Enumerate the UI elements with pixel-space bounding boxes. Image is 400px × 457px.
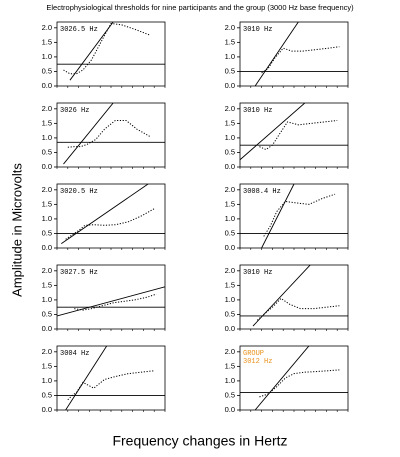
fit-line (57, 286, 165, 317)
y-tick-label: 0.0 (42, 243, 52, 252)
fit-line (254, 346, 310, 410)
x-axis-label: Frequency changes in Hertz (112, 433, 287, 449)
fit-line (254, 22, 299, 86)
y-tick-label: 0.0 (225, 324, 235, 333)
y-tick-label: 0.0 (225, 81, 235, 90)
y-tick-label: 1.0 (225, 52, 235, 61)
fit-line (61, 184, 149, 245)
y-tick-label: 2.0 (225, 266, 235, 275)
y-tick-label: 0.0 (225, 162, 235, 171)
panel-label: 3027.5 Hz (60, 269, 98, 277)
y-tick-label: 2.0 (225, 104, 235, 113)
plot-content (57, 346, 165, 410)
y-tick-label: 2.0 (225, 185, 235, 194)
y-tick-label: 1.0 (42, 214, 52, 223)
panel-label: 3008.4 Hz (243, 188, 281, 196)
y-tick-label: 0.0 (42, 405, 52, 414)
data-line (259, 119, 338, 151)
plot-content (57, 22, 165, 81)
panel-label: 3004 Hz (60, 350, 89, 358)
plot-content (240, 22, 348, 86)
y-tick-label: 0.5 (42, 228, 52, 237)
panel-label: GROUP (243, 350, 264, 358)
data-line (259, 369, 340, 398)
panel-label: 3026 Hz (60, 107, 89, 115)
data-line (263, 193, 336, 237)
plot-content (57, 286, 165, 317)
y-tick-label: 1.5 (225, 199, 235, 208)
y-tick-label: 1.5 (42, 37, 52, 46)
panel-label: 3026.5 Hz (60, 26, 98, 34)
y-tick-label: 1.0 (42, 133, 52, 142)
data-line (65, 208, 155, 240)
y-tick-label: 0.5 (42, 309, 52, 318)
y-tick-label: 1.5 (42, 199, 52, 208)
y-tick-label: 0.5 (225, 147, 235, 156)
data-line (67, 119, 151, 148)
y-tick-label: 2.0 (42, 23, 52, 32)
y-tick-label: 1.5 (42, 118, 52, 127)
y-tick-label: 2.0 (225, 23, 235, 32)
y-tick-label: 0.5 (225, 390, 235, 399)
y-tick-label: 1.0 (225, 214, 235, 223)
y-axis-label: Amplitude in Microvolts (9, 163, 24, 297)
fit-line (65, 346, 108, 410)
panel-label: 3020.5 Hz (60, 188, 98, 196)
fit-line (63, 103, 114, 165)
fit-line (252, 265, 311, 327)
y-tick-label: 1.5 (42, 361, 52, 370)
y-tick-label: 0.5 (42, 66, 52, 75)
panel-sublabel: 3012 Hz (243, 358, 272, 366)
y-tick-label: 1.0 (225, 295, 235, 304)
y-tick-label: 0.0 (225, 243, 235, 252)
y-tick-label: 0.5 (225, 66, 235, 75)
y-tick-label: 0.0 (42, 324, 52, 333)
y-tick-label: 1.0 (42, 376, 52, 385)
plot-content (240, 265, 348, 327)
data-line (256, 297, 340, 321)
panel-label: 3010 Hz (243, 26, 272, 34)
y-tick-label: 1.0 (42, 295, 52, 304)
y-tick-label: 1.5 (225, 280, 235, 289)
data-line (261, 46, 340, 74)
fit-line (69, 22, 114, 81)
y-tick-label: 0.5 (225, 309, 235, 318)
data-line (67, 370, 155, 401)
panel-label: 3010 Hz (243, 107, 272, 115)
y-tick-label: 0.0 (42, 162, 52, 171)
plot-content (240, 346, 348, 410)
fit-line (240, 103, 306, 161)
y-tick-label: 0.5 (42, 390, 52, 399)
y-tick-label: 0.0 (42, 81, 52, 90)
y-tick-label: 2.0 (42, 185, 52, 194)
chart-title: Electrophysiological thresholds for nine… (46, 3, 354, 12)
y-tick-label: 2.0 (42, 104, 52, 113)
plot-content (240, 103, 348, 161)
y-tick-label: 1.5 (225, 361, 235, 370)
y-tick-label: 1.5 (42, 280, 52, 289)
y-tick-label: 1.5 (225, 37, 235, 46)
y-tick-label: 1.0 (42, 52, 52, 61)
y-tick-label: 1.0 (225, 133, 235, 142)
y-tick-label: 2.0 (42, 347, 52, 356)
y-tick-label: 2.0 (42, 266, 52, 275)
y-tick-label: 0.5 (42, 147, 52, 156)
y-tick-label: 2.0 (225, 347, 235, 356)
y-tick-label: 1.5 (225, 118, 235, 127)
panel-label: 3010 Hz (243, 269, 272, 277)
data-line (74, 293, 157, 311)
y-tick-label: 1.0 (225, 376, 235, 385)
fit-line (261, 184, 295, 248)
plot-content (240, 184, 348, 248)
y-tick-label: 0.0 (225, 405, 235, 414)
y-tick-label: 0.5 (225, 228, 235, 237)
plot-content (57, 184, 165, 245)
plot-content (57, 103, 165, 165)
